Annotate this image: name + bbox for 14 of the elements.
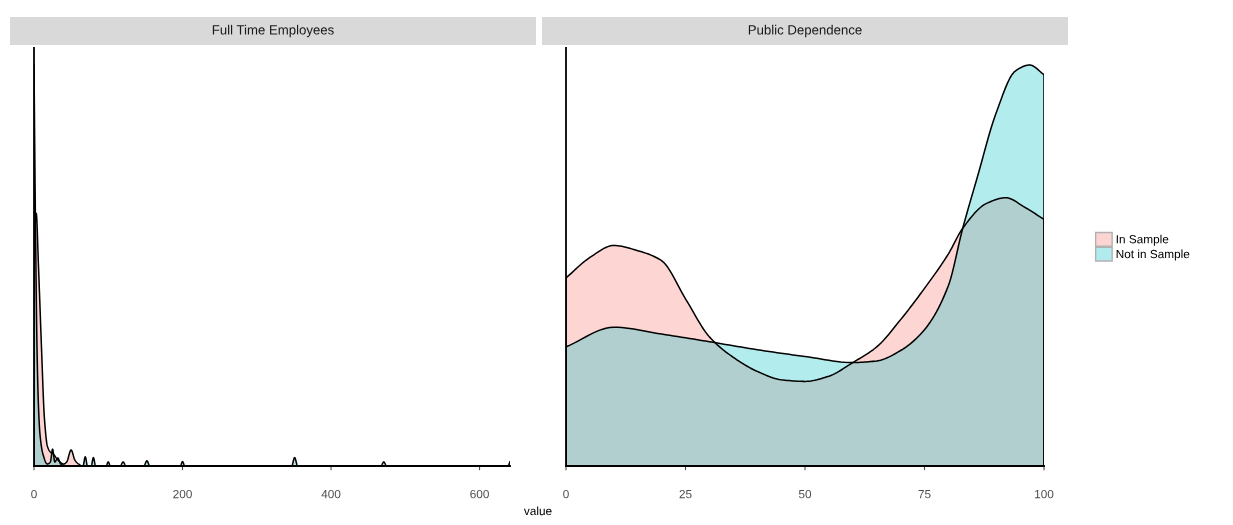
- x-tick-label: 0: [31, 489, 37, 499]
- x-tick-label: 75: [918, 490, 931, 499]
- legend-label: Not in Sample: [1116, 249, 1190, 261]
- chart-title: Full Time Employees: [212, 24, 334, 38]
- x-tick-label: 50: [798, 489, 812, 499]
- x-tick-label: 200: [173, 489, 192, 499]
- x-tick-label: 25: [679, 489, 692, 499]
- x-tick-label: 0: [563, 489, 569, 499]
- x-axis-title: value: [523, 506, 552, 516]
- x-tick-label: 600: [470, 489, 489, 499]
- x-tick-label: 100: [1035, 489, 1054, 499]
- x-tick-label: 400: [321, 489, 341, 499]
- legend-label: In Sample: [1116, 234, 1169, 246]
- chart-title: Public Dependence: [748, 24, 862, 38]
